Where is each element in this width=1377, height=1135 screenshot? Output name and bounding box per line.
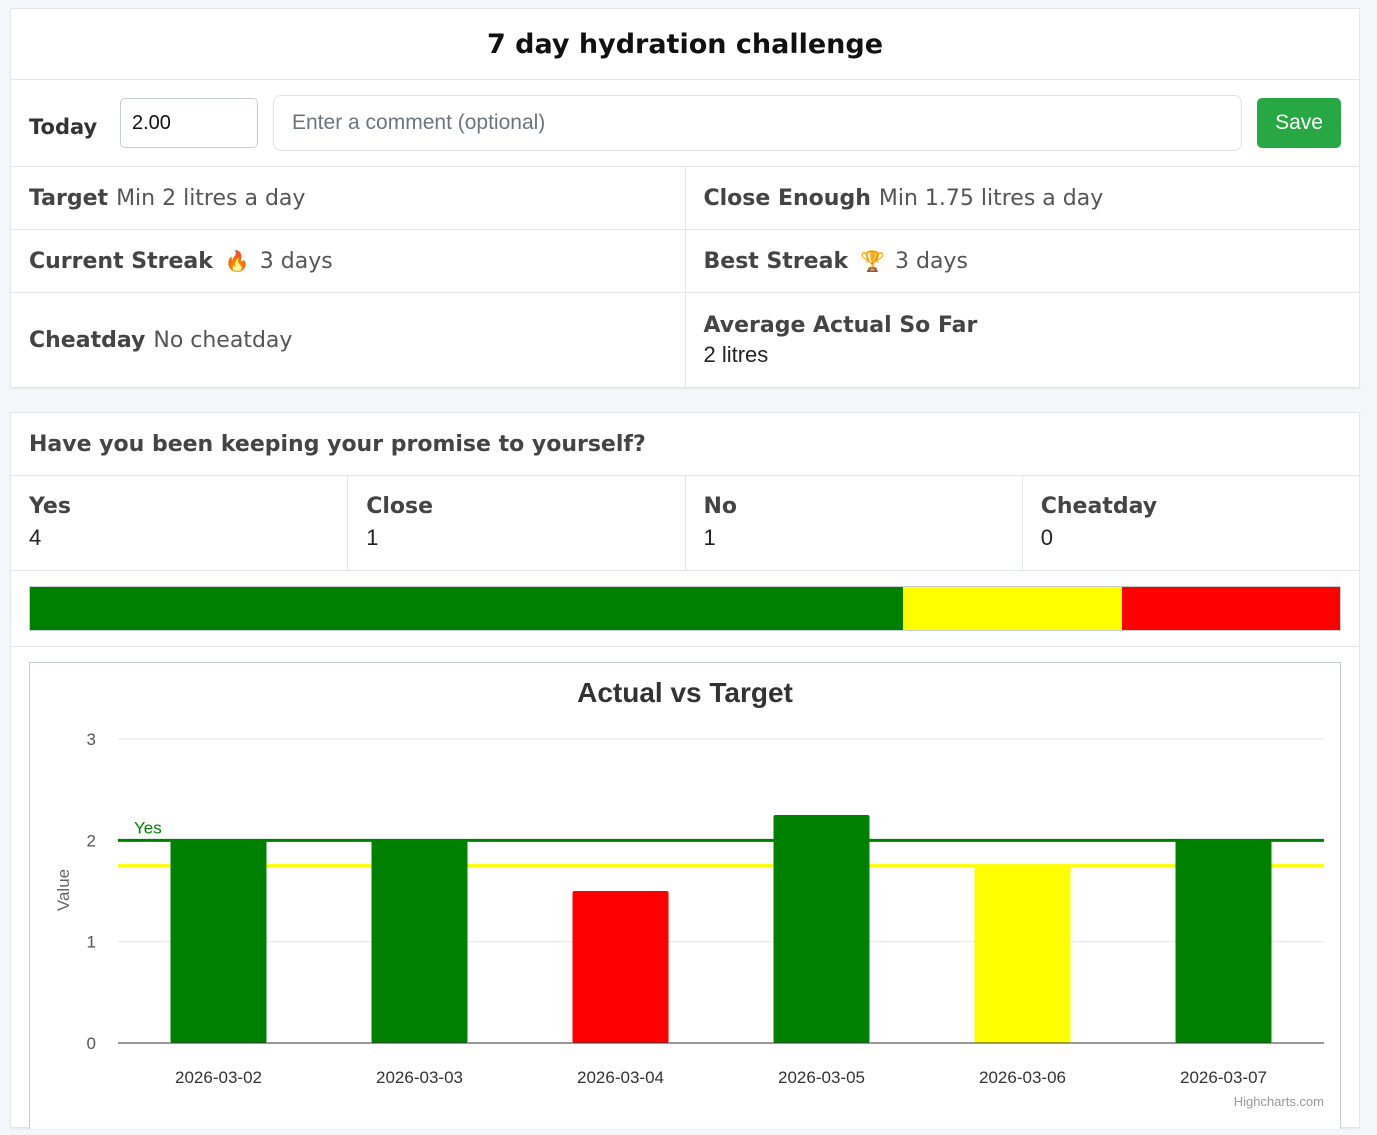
current-streak-label: Current Streak	[29, 248, 213, 274]
plot-lines: Yes	[118, 818, 1324, 868]
trophy-icon: 🏆	[860, 249, 885, 273]
page-title: 7 day hydration challenge	[11, 9, 1359, 80]
count-cheatday: Cheatday 0	[1021, 476, 1359, 570]
count-label: Yes	[29, 494, 71, 519]
x-tick-label: 2026-03-05	[778, 1068, 865, 1087]
today-entry-row: Today Save	[11, 80, 1359, 167]
x-tick-label: 2026-03-07	[1180, 1068, 1267, 1087]
save-button[interactable]: Save	[1257, 98, 1341, 148]
x-tick-label: 2026-03-03	[376, 1068, 463, 1087]
target-row: Target Min 2 litres a day Close Enough M…	[11, 167, 1359, 230]
y-axis-label: Value	[54, 869, 73, 911]
chart-title: Actual vs Target	[577, 677, 793, 708]
count-yes: Yes 4	[11, 476, 347, 570]
chart-credit[interactable]: Highcharts.com	[1234, 1094, 1324, 1109]
bar	[773, 815, 870, 1043]
target-cell: Target Min 2 litres a day	[11, 167, 685, 229]
best-streak-value: 3 days	[894, 248, 968, 274]
streak-row: Current Streak 🔥 3 days Best Streak 🏆 3 …	[11, 230, 1359, 293]
count-label: Close	[366, 494, 434, 519]
promise-card: Have you been keeping your promise to yo…	[10, 412, 1360, 1129]
count-value: 1	[703, 525, 716, 550]
average-value: 2 litres	[703, 341, 769, 367]
count-no: No 1	[684, 476, 1022, 570]
summary-card: 7 day hydration challenge Today Save Tar…	[10, 8, 1360, 388]
average-label: Average Actual So Far	[703, 312, 978, 338]
best-streak-label: Best Streak	[703, 248, 849, 274]
target-label: Target	[29, 185, 109, 211]
y-tick-label: 0	[87, 1034, 96, 1053]
bar	[170, 840, 267, 1043]
bar	[974, 865, 1071, 1043]
plot-line-label: Yes	[134, 818, 162, 837]
status-progress-bar	[29, 586, 1341, 631]
x-tick-label: 2026-03-06	[979, 1068, 1066, 1087]
bar-series	[170, 815, 1272, 1043]
current-streak-value: 3 days	[259, 248, 333, 274]
amount-input[interactable]	[120, 98, 258, 148]
cheatday-row: Cheatday No cheatday Average Actual So F…	[11, 293, 1359, 387]
progress-segment-yes	[30, 587, 904, 630]
today-label: Today	[29, 115, 98, 139]
target-value: Min 2 litres a day	[116, 185, 306, 211]
best-streak-cell: Best Streak 🏆 3 days	[684, 230, 1360, 292]
chart-svg: Actual vs Target Value Yes 0 1 2 3 2026-03-0…	[54, 677, 1324, 1109]
promise-title: Have you been keeping your promise to yo…	[11, 413, 1359, 476]
bar	[1175, 840, 1272, 1043]
count-label: No	[703, 494, 738, 519]
fire-icon: 🔥	[224, 249, 250, 273]
average-cell: Average Actual So Far 2 litres	[684, 293, 1360, 387]
count-value: 4	[29, 525, 42, 550]
axis-layer: 0 1 2 3 2026-03-02 2026-03-03 2026-03-04 2026-0…	[87, 730, 1324, 1087]
y-tick-label: 1	[87, 933, 96, 952]
actual-vs-target-chart: Actual vs Target Value Yes 0 1 2 3 2026-03-0…	[29, 662, 1341, 1129]
progress-segment-close	[903, 587, 1122, 630]
cheatday-value: No cheatday	[153, 327, 293, 353]
cheatday-label: Cheatday	[29, 327, 146, 353]
cheatday-cell: Cheatday No cheatday	[11, 293, 685, 387]
progress-section	[11, 571, 1359, 647]
close-enough-cell: Close Enough Min 1.75 litres a day	[684, 167, 1360, 229]
x-tick-label: 2026-03-02	[175, 1068, 262, 1087]
x-tick-label: 2026-03-04	[577, 1068, 664, 1087]
count-value: 0	[1040, 525, 1053, 550]
y-tick-label: 2	[87, 831, 96, 850]
status-counts: Yes 4 Close 1 No 1 Cheatday 0	[11, 476, 1359, 571]
progress-segment-no	[1121, 587, 1340, 630]
comment-input[interactable]	[273, 95, 1242, 151]
count-close: Close 1	[347, 476, 684, 570]
close-enough-value: Min 1.75 litres a day	[878, 185, 1104, 211]
count-label: Cheatday	[1040, 494, 1158, 519]
bar	[572, 891, 669, 1043]
count-value: 1	[366, 525, 379, 550]
close-enough-label: Close Enough	[703, 185, 871, 211]
bar	[371, 840, 468, 1043]
current-streak-cell: Current Streak 🔥 3 days	[11, 230, 685, 292]
y-tick-label: 3	[87, 730, 96, 749]
